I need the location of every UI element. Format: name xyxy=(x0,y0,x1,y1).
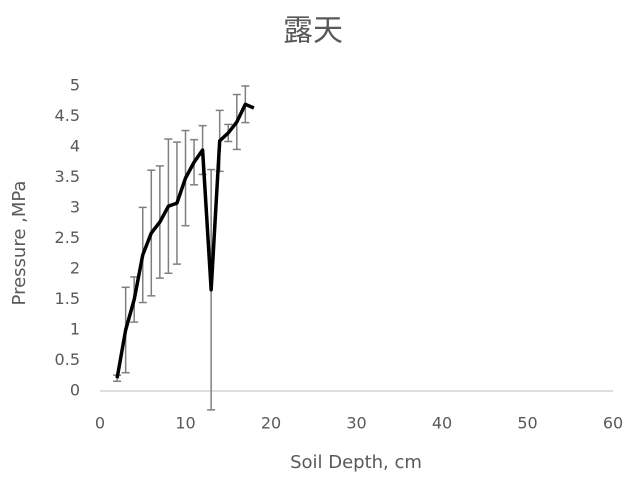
x-tick-label: 20 xyxy=(261,414,281,433)
y-tick-label: 1.5 xyxy=(55,289,80,308)
y-tick-label: 4.5 xyxy=(55,106,80,125)
y-axis-label: Pressure ,MPa xyxy=(9,181,30,306)
x-tick-label: 60 xyxy=(603,414,623,433)
x-tick-label: 40 xyxy=(432,414,452,433)
x-tick-label: 0 xyxy=(95,414,105,433)
x-tick-label: 10 xyxy=(175,414,195,433)
y-tick-label: 4 xyxy=(70,137,80,156)
data-line xyxy=(115,102,255,379)
y-tick-label: 5 xyxy=(70,76,80,95)
y-tick-label: 3 xyxy=(70,198,80,217)
y-tick-label: 2.5 xyxy=(55,228,80,247)
y-tick-label: 1 xyxy=(70,320,80,339)
y-tick-label: 2 xyxy=(70,259,80,278)
y-tick-label: 3.5 xyxy=(55,167,80,186)
y-tick-label: 0.5 xyxy=(55,350,80,369)
x-tick-label: 30 xyxy=(346,414,366,433)
chart-title: 露天 xyxy=(283,14,343,49)
x-axis-label: Soil Depth, cm xyxy=(290,452,422,473)
x-tick-label: 50 xyxy=(517,414,537,433)
y-tick-label: 0 xyxy=(70,381,80,400)
